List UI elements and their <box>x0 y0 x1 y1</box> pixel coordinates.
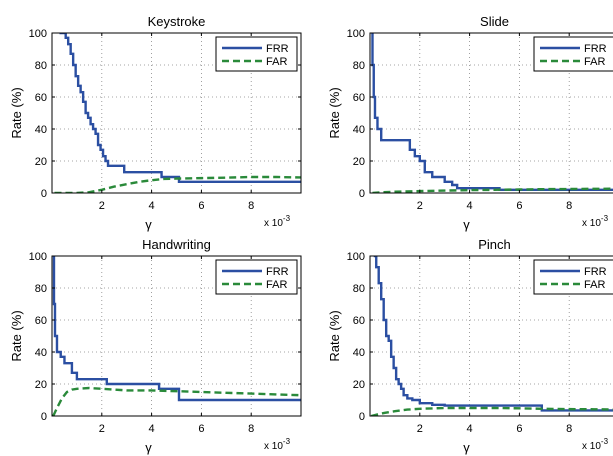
y-tick-label: 40 <box>35 347 47 359</box>
x-multiplier-base: x 10 <box>582 218 601 229</box>
x-multiplier-exponent: -3 <box>283 437 291 446</box>
x-multiplier-exponent: -3 <box>283 214 291 223</box>
series-group <box>371 33 613 193</box>
series-line-far <box>372 187 613 193</box>
y-tick-label: 80 <box>35 283 47 295</box>
x-tick-label: 2 <box>417 200 423 212</box>
y-tick-label: 40 <box>353 347 365 359</box>
y-tick-label: 100 <box>347 28 365 40</box>
plot-frame <box>369 32 613 194</box>
x-multiplier: x 10-3 <box>582 214 609 229</box>
x-multiplier-exponent: -3 <box>601 437 609 446</box>
legend-box <box>533 259 613 295</box>
x-axis-label: γ <box>463 217 470 232</box>
legend-label-frr: FRR <box>584 43 607 55</box>
x-tick-label: 8 <box>248 200 254 212</box>
chart-title: Handwriting <box>142 237 211 252</box>
y-tick-label: 60 <box>353 92 365 104</box>
y-tick-label: 80 <box>353 60 365 72</box>
chart-title: Pinch <box>478 237 511 252</box>
series-line-frr <box>371 33 613 191</box>
x-tick-label: 4 <box>467 200 473 212</box>
series-group <box>54 33 301 193</box>
y-tick-label: 60 <box>35 315 47 327</box>
plot-frame <box>51 255 302 417</box>
chart-title: Slide <box>480 14 509 29</box>
x-tick-label: 8 <box>248 423 254 435</box>
y-tick-label: 100 <box>347 251 365 263</box>
plot-frame <box>51 32 302 194</box>
legend-box <box>533 36 613 72</box>
y-tick-label: 20 <box>353 379 365 391</box>
x-tick-label: 4 <box>149 200 155 212</box>
y-tick-label: 0 <box>41 411 47 423</box>
x-axis-label: γ <box>145 217 152 232</box>
x-multiplier-base: x 10 <box>264 441 283 452</box>
legend-label-far: FAR <box>266 56 287 68</box>
legend-label-frr: FRR <box>266 43 289 55</box>
x-tick-label: 4 <box>149 423 155 435</box>
x-multiplier-exponent: -3 <box>601 214 609 223</box>
x-multiplier-base: x 10 <box>582 441 601 452</box>
x-tick-label: 8 <box>566 423 572 435</box>
x-multiplier: x 10-3 <box>264 214 291 229</box>
x-tick-label: 4 <box>467 423 473 435</box>
series-line-far <box>370 406 613 416</box>
y-tick-label: 80 <box>353 283 365 295</box>
y-axis-label: Rate (%) <box>327 87 342 138</box>
y-tick-label: 60 <box>353 315 365 327</box>
legend-label-far: FAR <box>584 56 605 68</box>
series-line-far <box>52 386 301 416</box>
series-group <box>370 256 613 416</box>
x-tick-label: 2 <box>417 423 423 435</box>
x-axis-label: γ <box>463 440 470 455</box>
legend-label-frr: FRR <box>584 266 607 278</box>
chart-title: Keystroke <box>148 14 206 29</box>
legend-label-far: FAR <box>266 279 287 291</box>
y-axis-label: Rate (%) <box>9 87 24 138</box>
y-tick-label: 80 <box>35 60 47 72</box>
legend-label-frr: FRR <box>266 266 289 278</box>
series-line-far <box>54 175 301 193</box>
x-multiplier-base: x 10 <box>264 218 283 229</box>
legend-box <box>215 36 298 72</box>
legend-box <box>215 259 298 295</box>
x-multiplier: x 10-3 <box>582 437 609 452</box>
x-multiplier: x 10-3 <box>264 437 291 452</box>
y-tick-label: 100 <box>29 28 47 40</box>
y-axis-label: Rate (%) <box>327 310 342 361</box>
series-line-frr <box>59 33 301 183</box>
y-tick-label: 0 <box>359 411 365 423</box>
y-tick-label: 40 <box>35 124 47 136</box>
y-tick-label: 0 <box>359 188 365 200</box>
legend-label-far: FAR <box>584 279 605 291</box>
y-tick-label: 0 <box>41 188 47 200</box>
plot-frame <box>369 255 613 417</box>
x-tick-label: 6 <box>516 423 522 435</box>
y-tick-label: 60 <box>35 92 47 104</box>
x-tick-label: 2 <box>99 423 105 435</box>
y-tick-label: 20 <box>353 156 365 168</box>
y-tick-label: 20 <box>35 156 47 168</box>
x-tick-label: 6 <box>198 423 204 435</box>
x-axis-label: γ <box>145 440 152 455</box>
x-tick-label: 8 <box>566 200 572 212</box>
series-line-frr <box>373 256 613 412</box>
x-tick-label: 6 <box>198 200 204 212</box>
y-axis-label: Rate (%) <box>9 310 24 361</box>
y-tick-label: 100 <box>29 251 47 263</box>
x-tick-label: 6 <box>516 200 522 212</box>
y-tick-label: 20 <box>35 379 47 391</box>
y-tick-label: 40 <box>353 124 365 136</box>
x-tick-label: 2 <box>99 200 105 212</box>
